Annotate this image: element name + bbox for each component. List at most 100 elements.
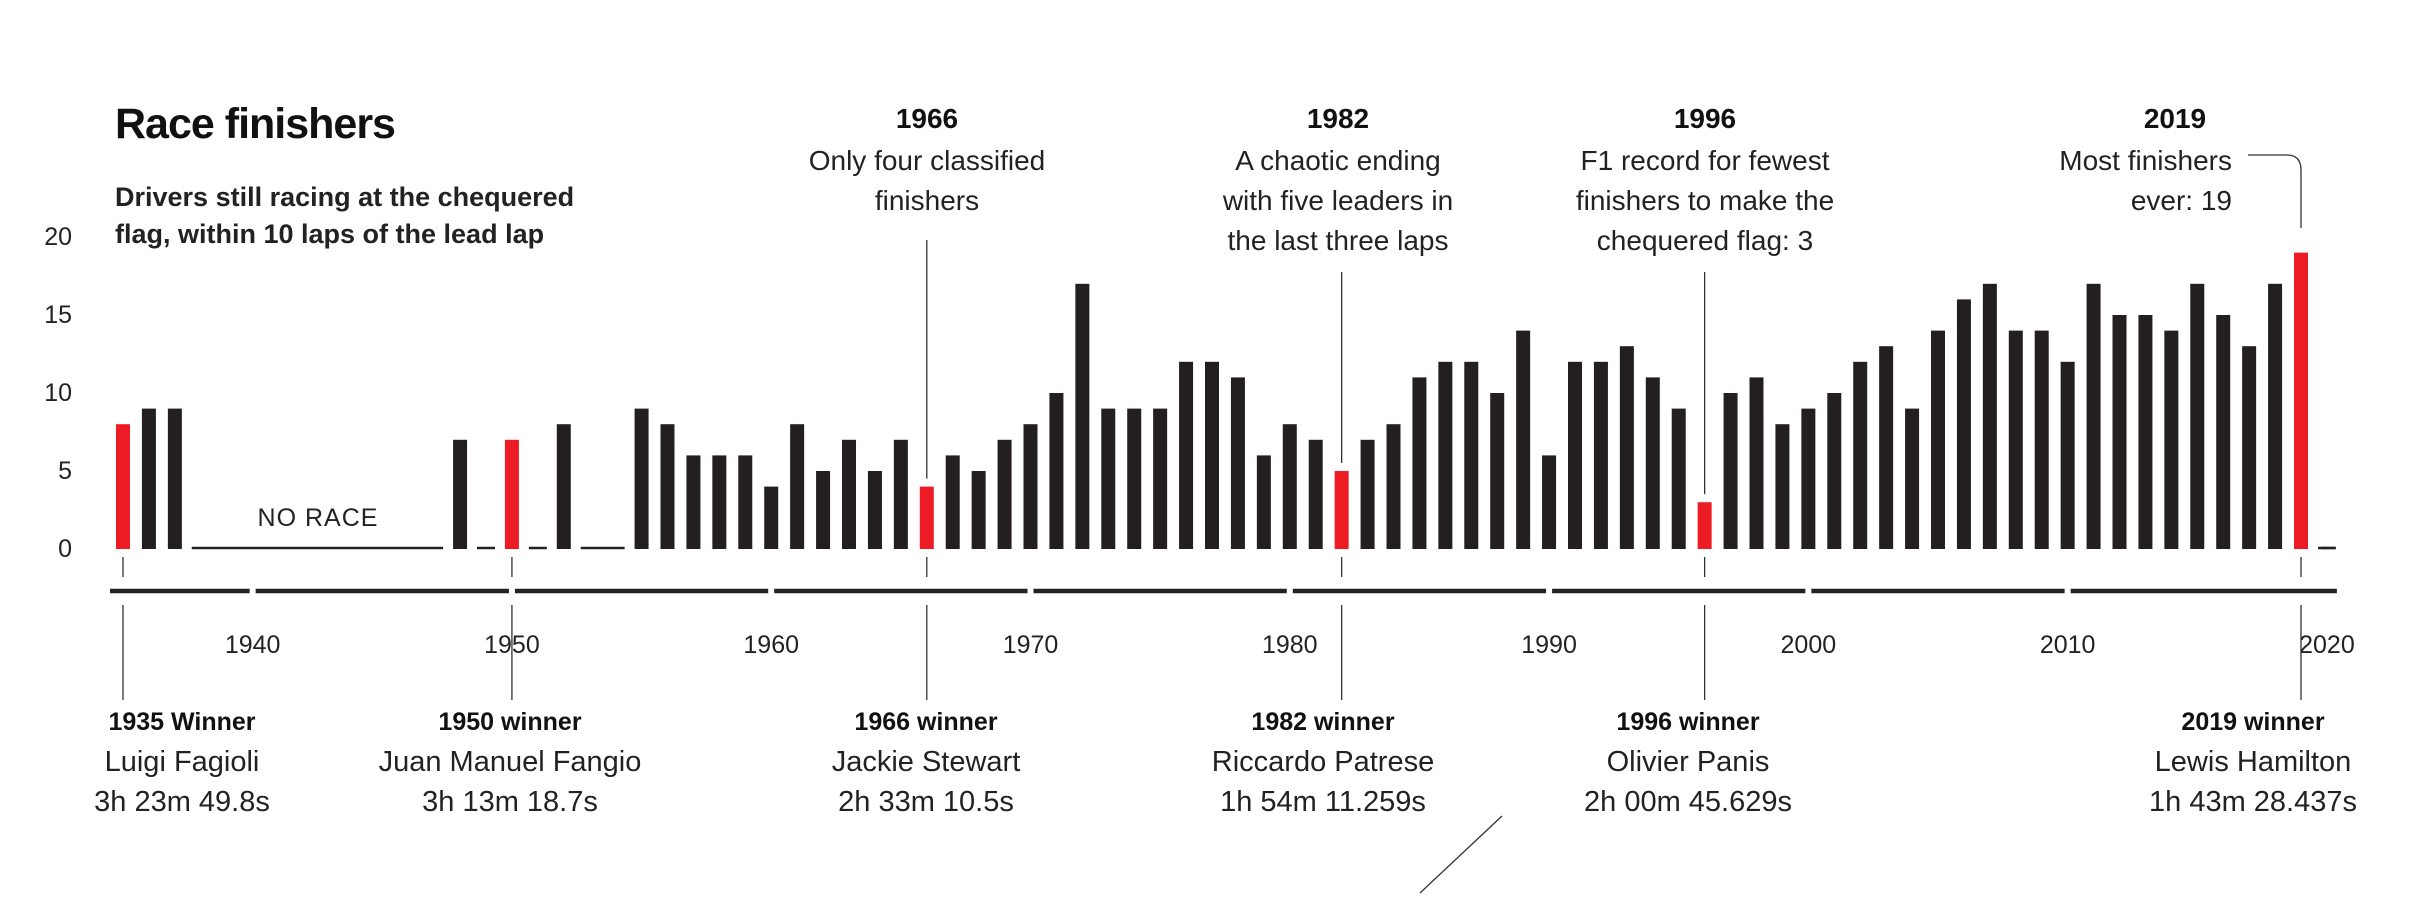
- annotation-year: 1982: [1307, 103, 1369, 134]
- bar-1970: [1023, 424, 1038, 549]
- bar-1981: [1308, 439, 1323, 549]
- bar-2011: [2086, 283, 2101, 549]
- bar-2019: [2294, 252, 2308, 549]
- winner-heading: 1966 winner: [854, 708, 997, 736]
- chart-title: Race finishers: [115, 100, 395, 148]
- bar-2010: [2060, 361, 2075, 549]
- bar-1997: [1723, 393, 1738, 549]
- y-tick-label: 0: [58, 535, 72, 563]
- bar-2008: [2008, 330, 2023, 549]
- annotation-text: chequered flag: 3: [1597, 225, 1813, 256]
- bar-1973: [1101, 408, 1116, 549]
- winner-1966: 1966 winner Jackie Stewart 2h 33m 10.5s: [832, 708, 1021, 818]
- annotation-year: 1966: [896, 103, 958, 134]
- bar-1998: [1749, 377, 1764, 549]
- winner-name: Juan Manuel Fangio: [379, 746, 642, 778]
- bar-2007: [1982, 283, 1997, 549]
- annotation-text: finishers to make the: [1576, 185, 1834, 216]
- leader-lines: [122, 154, 2302, 700]
- x-axis-ticks: 1940 1950 1960 1970 1980 1990 2000 2010 2020: [225, 631, 2355, 659]
- annotation-1996: 1996 F1 record for fewest finishers to m…: [1576, 103, 1834, 256]
- annotation-text: ever: 19: [2131, 185, 2232, 216]
- winner-heading: 2019 winner: [2181, 708, 2324, 736]
- x-tick-label: 2020: [2299, 631, 2355, 659]
- bar-1957: [686, 455, 701, 549]
- y-axis-ticks: 0 5 10 15 20: [44, 223, 72, 563]
- bar-1992: [1593, 361, 1608, 549]
- bar-1965: [893, 439, 908, 549]
- y-tick-label: 20: [44, 223, 72, 251]
- bar-1986: [1438, 361, 1453, 549]
- bar-1967: [945, 455, 960, 549]
- bar-1974: [1127, 408, 1142, 549]
- annotation-1966: 1966 Only four classified finishers: [809, 103, 1046, 216]
- annotation-2019: 2019 Most finishers ever: 19: [2059, 103, 2232, 216]
- bar-1976: [1179, 361, 1194, 549]
- winner-name: Jackie Stewart: [832, 746, 1021, 778]
- winner-name: Lewis Hamilton: [2155, 746, 2352, 778]
- bar-2006: [1956, 299, 1971, 549]
- x-tick-label: 1960: [743, 631, 799, 659]
- winner-time: 3h 13m 18.7s: [422, 786, 598, 818]
- annotation-text: Only four classified: [809, 145, 1046, 176]
- bar-1936: [141, 408, 156, 549]
- bar-1937: [167, 408, 182, 549]
- bar-2013: [2138, 315, 2153, 549]
- annotation-text: with five leaders in: [1222, 185, 1453, 216]
- bar-1962: [816, 471, 831, 549]
- bar-1978: [1230, 377, 1245, 549]
- bar-1975: [1153, 408, 1168, 549]
- bar-1991: [1568, 361, 1582, 549]
- bar-1966: [919, 486, 934, 549]
- stray-line: [1419, 815, 1503, 894]
- bar-2001: [1827, 393, 1842, 549]
- x-tick-label: 1990: [1521, 631, 1577, 659]
- bar-1955: [634, 408, 649, 549]
- x-tick-label: 1940: [225, 631, 281, 659]
- bar-2012: [2112, 315, 2127, 549]
- y-tick-label: 5: [58, 457, 72, 485]
- bar-2000: [1801, 408, 1816, 549]
- bar-1980: [1282, 424, 1297, 549]
- bar-1989: [1516, 330, 1531, 549]
- bar-1968: [971, 471, 986, 549]
- bar-2018: [2268, 283, 2283, 549]
- winner-1982: 1982 winner Riccardo Patrese 1h 54m 11.2…: [1212, 708, 1434, 818]
- bar-2015: [2190, 283, 2205, 549]
- bar-2016: [2216, 315, 2231, 549]
- bar-1987: [1464, 361, 1479, 549]
- annotation-text: A chaotic ending: [1235, 145, 1441, 176]
- winner-1935: 1935 Winner Luigi Fagioli 3h 23m 49.8s: [94, 708, 270, 818]
- bar-1977: [1205, 361, 1219, 549]
- x-tick-label: 2010: [2040, 631, 2096, 659]
- leader-line: [2248, 154, 2302, 228]
- chart-subtitle-line-2: flag, within 10 laps of the lead lap: [115, 219, 544, 249]
- bar-1948: [453, 439, 468, 549]
- y-tick-label: 15: [44, 301, 72, 329]
- bar-1979: [1256, 455, 1271, 549]
- winner-heading: 1982 winner: [1251, 708, 1394, 736]
- winner-2019: 2019 winner Lewis Hamilton 1h 43m 28.437…: [2149, 708, 2357, 818]
- annotation-text: finishers: [875, 185, 979, 216]
- bar-1996: [1697, 502, 1712, 549]
- bar-1956: [660, 424, 675, 549]
- winner-name: Luigi Fagioli: [105, 746, 260, 778]
- bar-1952: [556, 424, 571, 549]
- bar-2017: [2242, 346, 2257, 549]
- annotation-text: F1 record for fewest: [1581, 145, 1830, 176]
- winner-time: 3h 23m 49.8s: [94, 786, 270, 818]
- bar-1963: [842, 439, 856, 549]
- bar-1971: [1049, 393, 1064, 549]
- winner-1950: 1950 winner Juan Manuel Fangio 3h 13m 18…: [379, 708, 642, 818]
- annotation-text: the last three laps: [1227, 225, 1448, 256]
- bar-1935: [116, 424, 130, 549]
- winner-name: Riccardo Patrese: [1212, 746, 1434, 778]
- winner-heading: 1950 winner: [438, 708, 581, 736]
- bar-1994: [1645, 377, 1660, 549]
- winner-heading: 1996 winner: [1616, 708, 1759, 736]
- annotation-year: 1996: [1674, 103, 1736, 134]
- bar-1961: [790, 424, 805, 549]
- bar-1984: [1386, 424, 1401, 549]
- winner-time: 1h 54m 11.259s: [1220, 786, 1426, 818]
